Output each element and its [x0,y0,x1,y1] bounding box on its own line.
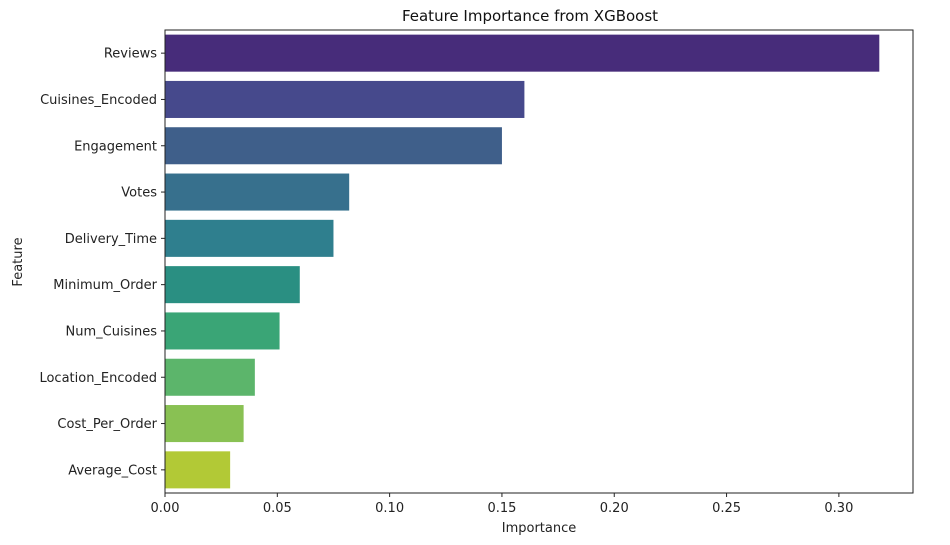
y-tick-label: Reviews [104,47,157,62]
y-tick-group: Reviews Cuisines_Encoded Engagement Votes De… [39,47,165,478]
bars-group [165,34,880,489]
y-tick-label: Average_Cost [68,463,157,478]
x-tick-label: 0.20 [600,501,629,516]
chart-title: Feature Importance from XGBoost [402,7,658,25]
y-tick-label: Cuisines_Encoded [40,93,157,108]
bar-location-encoded [165,358,255,396]
x-tick-label: 0.00 [151,501,180,516]
y-axis-title: Feature [11,237,26,286]
bar-cuisines-encoded [165,80,525,118]
bar-num-cuisines [165,312,280,350]
x-tick-label: 0.30 [824,501,853,516]
bar-cost-per-order [165,405,244,443]
x-tick-label: 0.05 [263,501,292,516]
y-tick-label: Num_Cuisines [66,324,158,339]
y-tick-label: Engagement [74,139,157,154]
x-tick-label: 0.25 [712,501,741,516]
bar-engagement [165,127,502,165]
bar-votes [165,173,350,211]
bar-minimum-order [165,266,300,304]
plot-frame [164,29,914,494]
y-tick-label: Cost_Per_Order [57,417,157,432]
x-axis-title: Importance [502,521,577,536]
x-tick-label: 0.15 [487,501,516,516]
bar-delivery-time [165,219,334,257]
x-tick-group: 0.00 0.05 0.10 0.15 0.20 0.25 0.30 [151,493,853,516]
y-tick-label: Minimum_Order [53,278,157,293]
y-tick-label: Location_Encoded [39,371,157,386]
bar-average-cost [165,451,231,489]
bar-reviews [165,34,880,72]
y-tick-label: Votes [121,186,157,201]
y-tick-label: Delivery_Time [65,232,157,247]
x-tick-label: 0.10 [375,501,404,516]
